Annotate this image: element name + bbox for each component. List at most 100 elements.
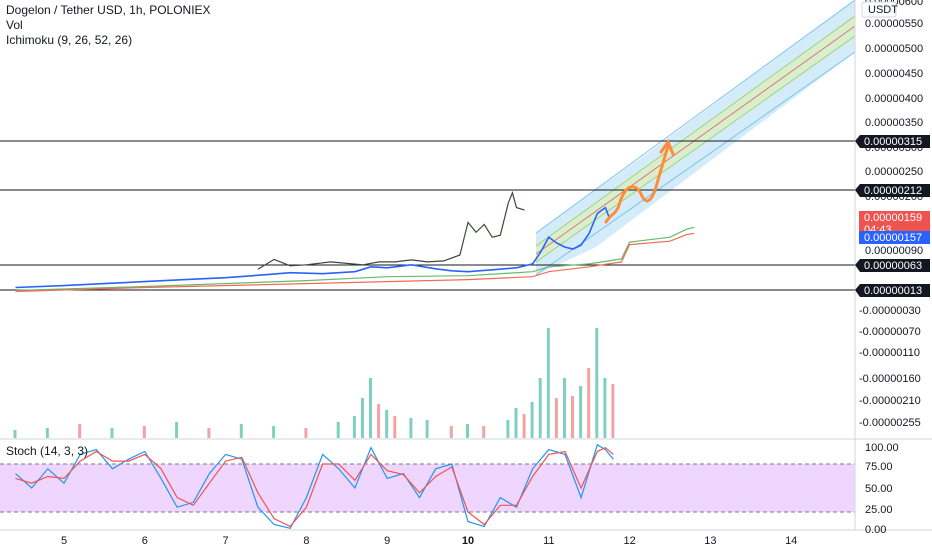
time-tick: 6: [142, 535, 148, 547]
stoch-series: [15, 443, 614, 529]
volume-bar: [304, 428, 308, 438]
price-tick: 0.00000500: [865, 43, 923, 55]
volume-bar: [611, 384, 615, 438]
stoch-pane[interactable]: [0, 443, 855, 529]
regression-channel: [535, 0, 856, 276]
time-tick: 5: [61, 535, 67, 547]
stoch-tick: 25.00: [865, 504, 893, 516]
leading-span-b-line: [15, 232, 695, 293]
volume-bar: [506, 420, 510, 438]
tag-ichimoku[interactable]: 0.00000157: [859, 231, 930, 244]
tag-ichimoku-text: 0.00000157: [864, 232, 922, 244]
time-tick: 14: [785, 535, 797, 547]
time-tick: 11: [543, 535, 554, 547]
channel-mid-line: [535, 25, 856, 255]
price-tick: -0.00000070: [859, 326, 921, 338]
volume-bar: [425, 420, 429, 438]
tag-level-212-text: 0.00000212: [864, 185, 922, 197]
price-axis[interactable]: 0.00000600 0.00000550 0.00000500 0.00000…: [859, 0, 923, 429]
price-tick: -0.00000255: [859, 417, 921, 429]
volume-bar: [352, 416, 356, 438]
stoch-tick: 100.00: [865, 442, 899, 454]
volume-bar: [538, 378, 542, 438]
volume-legend[interactable]: Vol: [6, 18, 23, 32]
stoch-tick: 50.00: [865, 483, 893, 495]
volume-bar: [514, 408, 518, 438]
price-tick: -0.00000160: [859, 373, 921, 385]
tag-last-price-text: 0.00000159: [864, 212, 922, 224]
volume-bar: [522, 414, 526, 438]
time-tick: 10: [462, 535, 474, 547]
price-series: [15, 190, 695, 293]
volume-bar: [449, 426, 453, 438]
stoch-d-line: [15, 446, 614, 528]
volume-bar: [272, 426, 276, 438]
lagging-span-line: [257, 190, 525, 270]
time-tick: 7: [223, 535, 229, 547]
channel-inner-top: [535, 15, 856, 247]
channel-inner-bottom: [535, 35, 856, 263]
tag-level-063[interactable]: 0.00000063: [855, 259, 930, 272]
volume-bar: [142, 426, 146, 438]
tag-level-013[interactable]: 0.00000013: [855, 284, 930, 297]
volume-bar: [530, 402, 534, 438]
tag-level-212[interactable]: 0.00000212: [855, 184, 930, 197]
stoch-axis[interactable]: 100.00 75.00 50.00 25.00 0.00: [865, 442, 899, 536]
price-tick: 0.00000350: [865, 117, 923, 129]
price-pane[interactable]: [0, 0, 856, 293]
volume-bar: [603, 378, 607, 438]
price-tick: 0.00000550: [865, 18, 923, 30]
volume-bar: [78, 424, 82, 438]
channel-upper-line: [535, 0, 856, 234]
price-tick: -0.00000110: [859, 347, 920, 359]
volume-bar: [239, 424, 243, 438]
channel-lower-line: [535, 51, 856, 276]
volume-bar: [369, 378, 372, 438]
volume-bar: [482, 426, 486, 438]
volume-bar: [563, 378, 566, 438]
volume-bar: [385, 410, 389, 438]
price-tick: 0.00000090: [865, 245, 923, 257]
symbol-title[interactable]: Dogelon / Tether USD, 1h, POLONIEX: [6, 3, 211, 17]
volume-bar: [377, 404, 381, 438]
volume-bar: [409, 418, 413, 438]
volume-bar: [587, 368, 591, 438]
volume-bar: [595, 328, 599, 438]
time-axis[interactable]: 5 6 7 8 9 10 11 12 13 14: [61, 535, 797, 547]
volume-bar: [466, 424, 469, 438]
price-tick: -0.00000030: [859, 305, 921, 317]
currency-badge[interactable]: USDT: [861, 1, 898, 18]
stoch-k-line: [15, 443, 614, 529]
price-tick: 0.00000250: [865, 166, 923, 178]
stoch-legend[interactable]: Stoch (14, 3, 3): [6, 444, 89, 458]
volume-bar: [175, 422, 179, 438]
projection-arrow: [604, 138, 675, 224]
close-line: [15, 206, 611, 289]
price-tick: 0.00000450: [865, 68, 923, 80]
time-tick: 12: [623, 535, 635, 547]
volume-bar: [45, 428, 49, 438]
volume-bar: [579, 386, 583, 438]
tag-level-013-text: 0.00000013: [864, 285, 922, 297]
tag-level-315[interactable]: 0.00000315: [855, 135, 930, 148]
volume-bar: [361, 398, 364, 438]
price-tick: 0.00000400: [865, 93, 923, 105]
tag-level-063-text: 0.00000063: [864, 260, 922, 272]
tag-level-315-text: 0.00000315: [864, 136, 922, 148]
volume-pane: [13, 328, 615, 438]
channel-inner-fill: [536, 16, 855, 262]
volume-bar: [554, 398, 558, 438]
currency-badge-label: USDT: [868, 4, 898, 16]
volume-bar: [571, 396, 574, 438]
leading-span-a-line: [15, 226, 695, 292]
volume-bar: [546, 328, 550, 438]
time-tick: 9: [384, 535, 390, 547]
stoch-tick: 75.00: [865, 461, 893, 473]
volume-bar: [207, 428, 211, 438]
stoch-tick: 0.00: [865, 524, 886, 536]
ichimoku-legend[interactable]: Ichimoku (9, 26, 52, 26): [6, 33, 133, 47]
price-tick: -0.00000210: [859, 395, 921, 407]
horizontal-levels: [0, 140, 855, 291]
time-tick: 8: [303, 535, 309, 547]
